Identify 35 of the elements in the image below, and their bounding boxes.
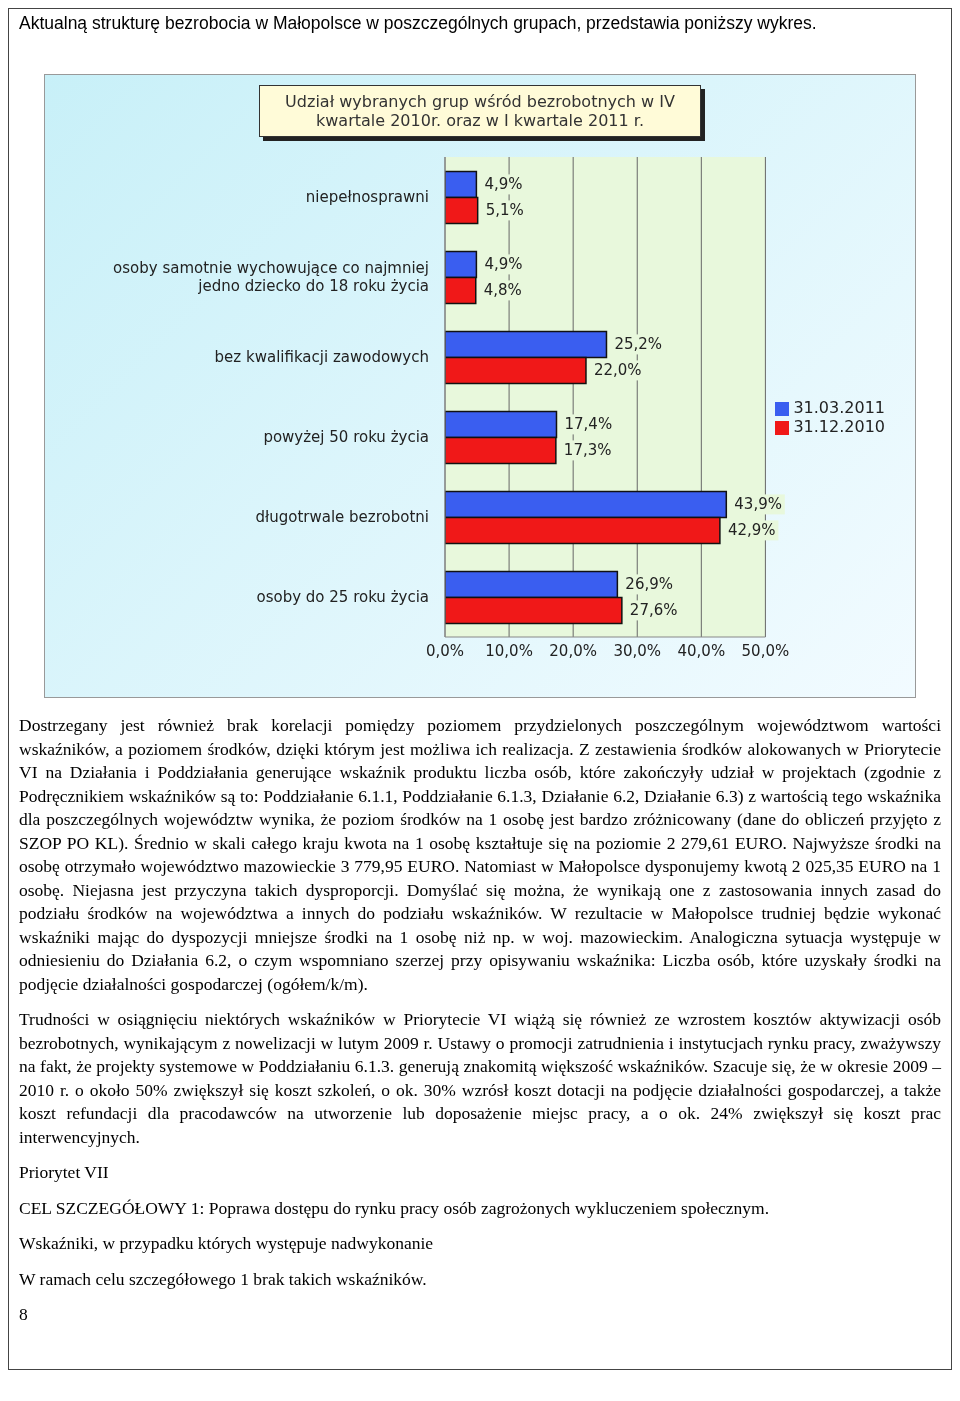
data-label: 26,9% bbox=[625, 574, 674, 593]
y-tick-label: powyżej 50 roku życia bbox=[263, 427, 429, 446]
legend-label: 31.03.2011 bbox=[793, 398, 885, 417]
data-label: 43,9% bbox=[734, 494, 782, 513]
text: Priorytet VII bbox=[19, 1161, 110, 1184]
text: Aktualną strukturę bezrobocia w Małopolsce w poszczególnych grupach, przedstawia poniższy wykres. bbox=[19, 13, 818, 34]
x-tick-label: 0,0% bbox=[425, 641, 465, 660]
y-tick-label: długotrwale bezrobotni bbox=[255, 507, 429, 526]
data-label: 5,1% bbox=[485, 200, 524, 219]
text: CEL SZCZEGÓŁOWY 1: Poprawa dostępu do rynku pracy osób zagrożonych wykluczeniem społecznym. bbox=[19, 1196, 771, 1220]
data-label: 17,4% bbox=[564, 414, 613, 433]
x-tick-label: 10,0% bbox=[485, 641, 533, 660]
y-tick-label: bez kwalifikacji zawodowych bbox=[214, 347, 429, 366]
y-tick-label: niepełnosprawni bbox=[305, 187, 429, 206]
legend-label: 31.12.2010 bbox=[793, 417, 885, 436]
data-label: 4,8% bbox=[483, 280, 522, 299]
data-label: 25,2% bbox=[614, 334, 663, 353]
data-label: 42,9% bbox=[727, 520, 776, 539]
data-label: 22,0% bbox=[593, 360, 642, 379]
text: 8 bbox=[19, 1303, 29, 1326]
text: Trudności w osiągnięciu niektórych wskaźników w Priorytecie VI wiążą się również ze wzrostem kosztów aktywizacji osób bezrobotnych, wynikającym z nowelizacji w lutym 2009 r. Ustawy o promocji zatrudnienia i instytucjach rynku pracy, zważywszy na fakt, że projekty systemowe w Poddziałaniu 6.1.3. generują znakomitą większość wskaźników. Szacuje się, że w okresie 2009 –2010 r. o około 50% zwiększył się koszt szkoleń, o ok. 30% wzrósł koszt dotacji na podjęcie działalności gospodarczej, a także koszt refundacji dla pracodawców na utworzenie lub doposażenie miejsc pracy, a o ok. 24% zwiększył się koszt prac interwencyjnych. bbox=[19, 1008, 941, 1149]
y-tick-label: osoby samotnie wychowujące co najmniej jedno dziecko do 18 roku życia bbox=[113, 258, 429, 295]
text: W ramach celu szczegółowego 1 brak takich wskaźników. bbox=[19, 1267, 428, 1291]
x-tick-label: 20,0% bbox=[549, 641, 597, 660]
text: Dostrzegany jest również brak korelacji pomiędzy poziomem przydzielonych poszczególnym województwom wartości wskaźników, a poziomem środków, dzięki którym jest możliwa ich realizacja. Z zestawienia środków alokowanych w Priorytecie VI na Działania i Poddziałania generujące wskaźnik produktu liczba osób, które zakończyły udział w projektach (zgodnie z Podręcznikiem wskaźników są to: Poddziałanie 6.1.1, Poddziałanie 6.1.3, Działanie 6.2, Działanie 6.3) z wartością tego wskaźnika dla poszczególnych województw wynika, że poziom środków na 1 osobę jest bardzo zróżnicowany (dane do obliczeń przyjęto z SZOP PO KL). Średnio w skali całego kraju kwota na 1 osobę kształtuje się na poziomie 2 279,61 EURO. Najwyższe środki na osobę otrzymało województwo mazowieckie 3 779,95 EURO. Natomiast w Małopolsce dysponujemy kwotą 2 025,35 EURO na 1 osobę. Niejasna jest przyczyna takich dysproporcji. Domyślać się można, że wynikają one z zastosowania innych zasad do podziału środków na województwa a innych do podziału wskaźników. W rezultacie w Małopolsce trudniej będzie wykonać wskaźniki mając do dyspozycji mniejsze środki na 1 osobę niż np. w woj. mazowieckim. Analogiczna sytuacja występuje w odniesieniu do Działania 6.2, o czym wspomniano szerzej przy opisywaniu wskaźnika: Liczba osób, które uzyskały środki na podjęcie działalności gospodarczej (ogółem/k/m). bbox=[19, 715, 941, 994]
data-label: 27,6% bbox=[629, 600, 678, 619]
data-label: 4,9% bbox=[484, 174, 523, 193]
data-label: 17,3% bbox=[563, 440, 612, 459]
x-tick-label: 50,0% bbox=[741, 641, 790, 660]
x-tick-label: 30,0% bbox=[613, 641, 662, 660]
data-label: 4,9% bbox=[484, 254, 523, 273]
x-tick-label: 40,0% bbox=[677, 641, 726, 660]
chart-title: Udział wybranych grup wśród bezrobotnych w IV kwartale 2010r. oraz w I kwartale 2011 r. bbox=[259, 85, 701, 137]
text: Wskaźniki, w przypadku których występuje nadwykonanie bbox=[19, 1232, 435, 1255]
y-tick-label: osoby do 25 roku życia bbox=[256, 587, 429, 606]
